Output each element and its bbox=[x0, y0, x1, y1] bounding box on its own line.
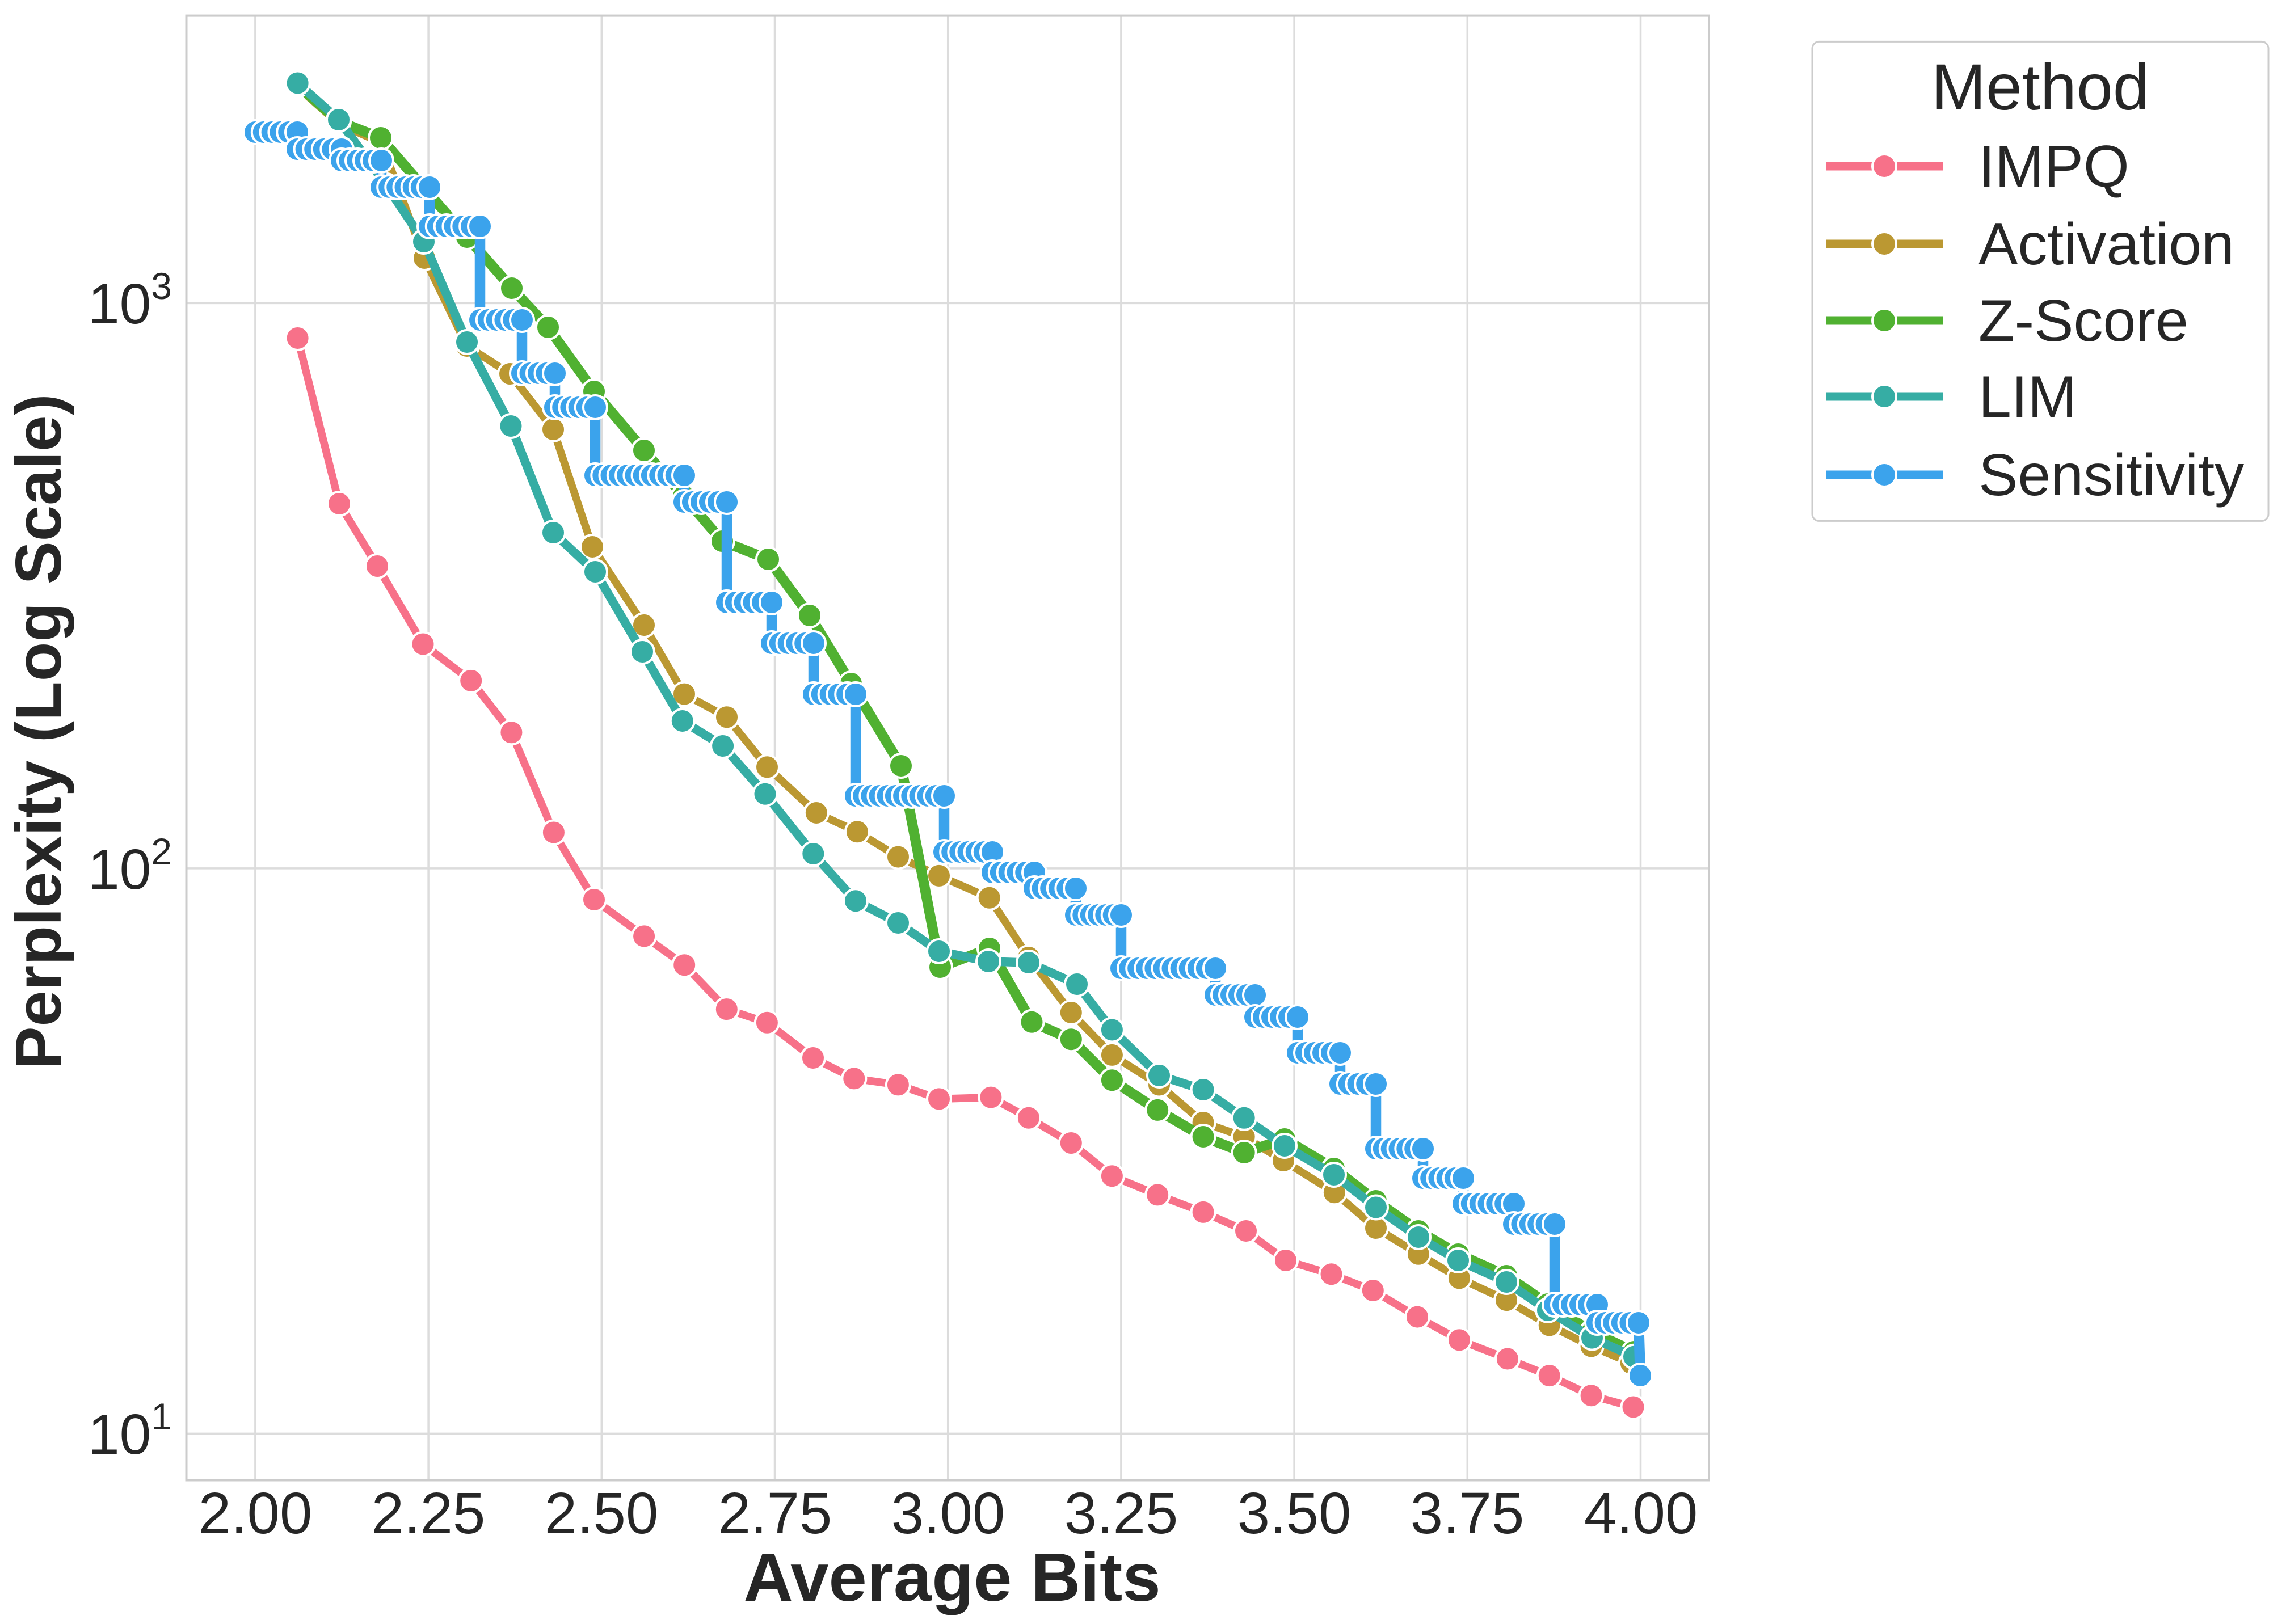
svg-text:103: 103 bbox=[88, 265, 172, 336]
svg-text:Activation: Activation bbox=[1978, 212, 2234, 277]
svg-text:LIM: LIM bbox=[1978, 364, 2077, 430]
svg-text:2.00: 2.00 bbox=[199, 1480, 312, 1546]
svg-text:2.25: 2.25 bbox=[372, 1480, 485, 1546]
svg-text:IMPQ: IMPQ bbox=[1978, 134, 2129, 200]
svg-text:4.00: 4.00 bbox=[1584, 1480, 1698, 1546]
svg-text:Average Bits: Average Bits bbox=[743, 1538, 1160, 1615]
svg-text:3.25: 3.25 bbox=[1064, 1480, 1178, 1546]
svg-text:Method: Method bbox=[1931, 51, 2149, 124]
svg-text:Perplexity (Log Scale): Perplexity (Log Scale) bbox=[3, 394, 75, 1069]
svg-text:Sensitivity: Sensitivity bbox=[1978, 442, 2244, 508]
svg-text:2.75: 2.75 bbox=[718, 1480, 832, 1546]
svg-text:3.75: 3.75 bbox=[1411, 1480, 1524, 1546]
svg-text:3.50: 3.50 bbox=[1237, 1480, 1351, 1546]
svg-text:3.00: 3.00 bbox=[891, 1480, 1005, 1546]
svg-text:2.50: 2.50 bbox=[545, 1480, 658, 1546]
svg-text:Z-Score: Z-Score bbox=[1978, 288, 2188, 354]
